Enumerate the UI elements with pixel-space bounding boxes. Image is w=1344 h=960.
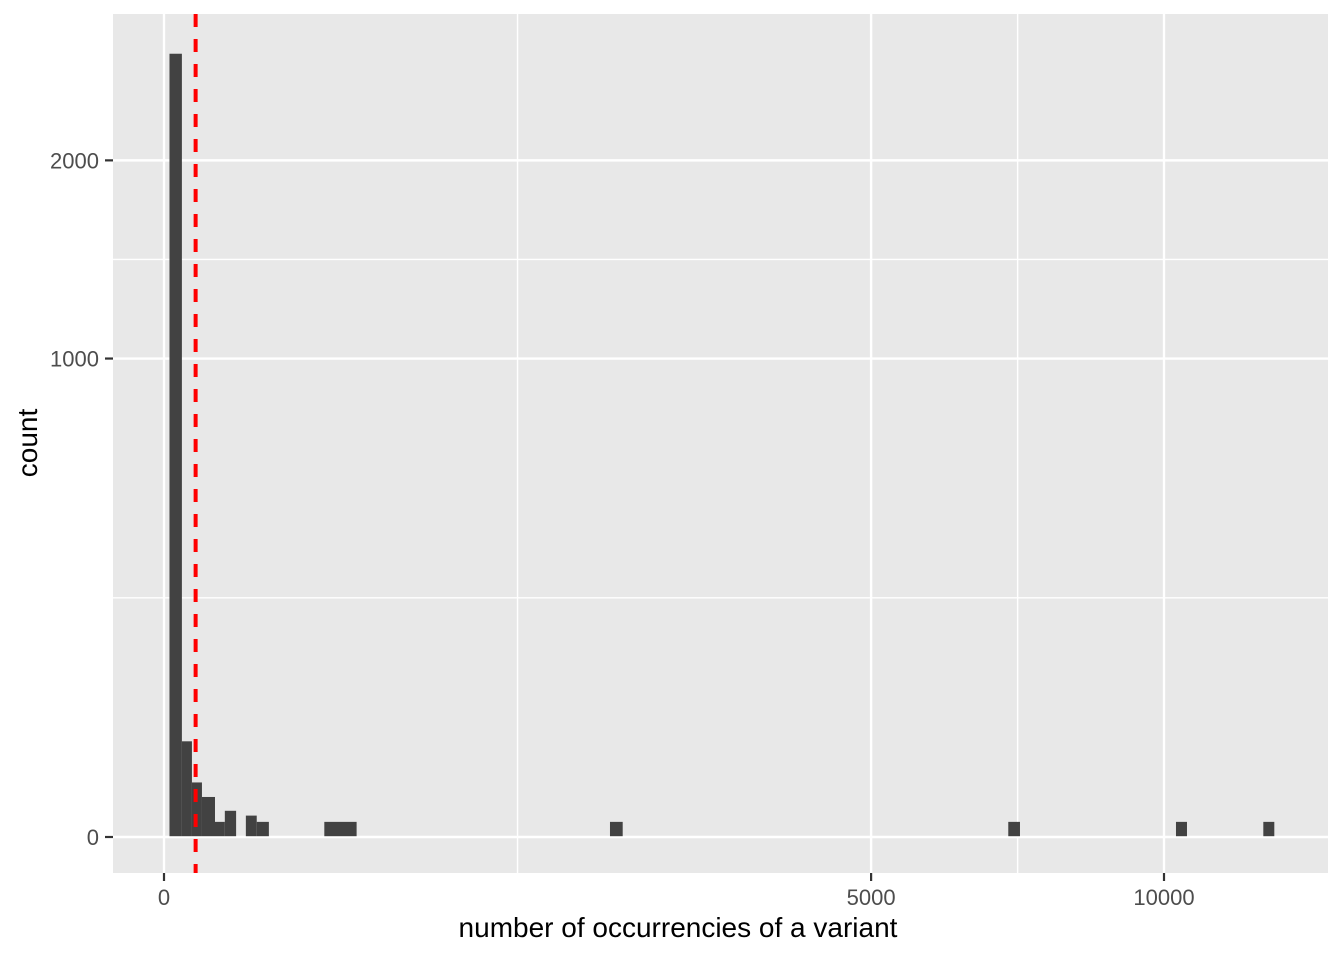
- y-tick-label: 1000: [50, 347, 99, 372]
- plot-panel: [113, 14, 1328, 873]
- x-tick-label: 0: [158, 885, 170, 910]
- histogram-bar: [169, 53, 182, 837]
- histogram-bar: [256, 821, 269, 837]
- histogram-bar: [191, 782, 202, 837]
- histogram-bar: [201, 796, 215, 837]
- histogram-bar: [224, 810, 237, 837]
- histogram-bar: [1175, 821, 1187, 837]
- x-axis-title: number of occurrencies of a variant: [458, 912, 898, 943]
- histogram-bar: [181, 741, 192, 837]
- y-tick-label: 2000: [50, 148, 99, 173]
- histogram-bar: [1008, 821, 1020, 837]
- histogram-bar: [324, 821, 357, 837]
- histogram-bar: [1263, 821, 1275, 837]
- histogram-bar: [214, 821, 225, 837]
- y-tick-label: 0: [87, 825, 99, 850]
- x-tick-label: 5000: [847, 885, 896, 910]
- y-axis-title: count: [12, 408, 43, 478]
- histogram-bar: [609, 821, 623, 837]
- histogram-bar: [245, 815, 257, 837]
- x-tick-label: 10000: [1133, 885, 1194, 910]
